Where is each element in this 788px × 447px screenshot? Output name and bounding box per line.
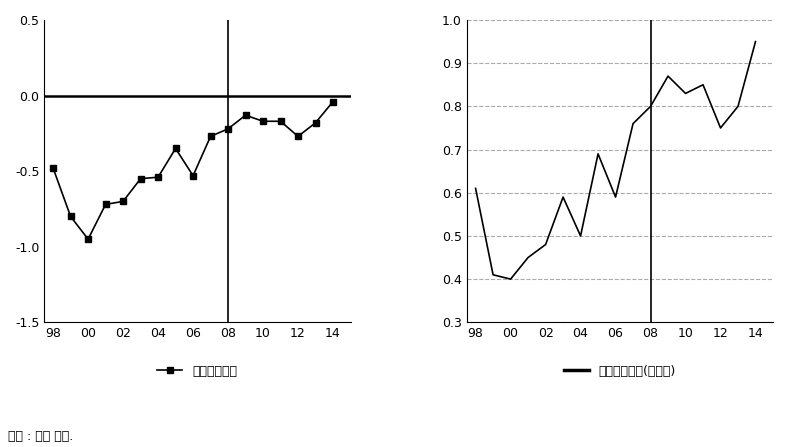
Text: 자료 : 필자 작성.: 자료 : 필자 작성. xyxy=(8,430,73,443)
Legend: 유노조사업장: 유노조사업장 xyxy=(152,359,243,383)
Legend: 유노조사업장(승산비): 유노조사업장(승산비) xyxy=(559,359,681,383)
